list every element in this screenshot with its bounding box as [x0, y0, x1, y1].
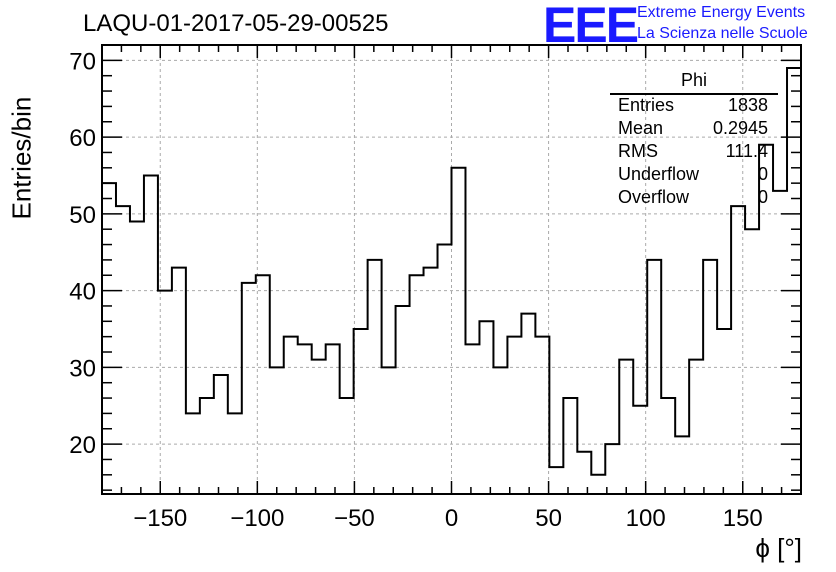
x-tick-label: −50	[334, 505, 375, 532]
y-axis-label: Entries/bin	[6, 96, 37, 220]
y-tick-label: 20	[69, 432, 96, 459]
x-tick-label: −100	[230, 505, 284, 532]
histogram-bin	[340, 398, 354, 494]
histogram-bin	[507, 337, 521, 494]
histogram-bin	[619, 360, 633, 494]
stats-row-rms: RMS 111.4	[610, 141, 778, 164]
histogram-bin	[382, 367, 396, 494]
histogram-bin	[158, 291, 172, 494]
histogram-bin	[647, 260, 661, 494]
x-tick-label: 0	[445, 505, 458, 532]
stats-rms-value: 111.4	[725, 141, 768, 161]
histogram-series	[102, 67, 801, 494]
histogram-bin	[689, 360, 703, 494]
y-tick-label: 60	[69, 125, 96, 152]
x-tick-label: 50	[535, 505, 562, 532]
histogram-bin	[535, 337, 549, 494]
histogram-bin	[424, 268, 438, 494]
stats-rms-label: RMS	[618, 141, 658, 161]
x-tick-label: 100	[626, 505, 666, 532]
histogram-bin	[731, 206, 745, 494]
histogram-bin	[717, 329, 731, 494]
histogram-bin	[452, 168, 466, 494]
histogram-bin	[186, 413, 200, 494]
histogram-bin	[577, 452, 591, 494]
stats-overflow-value: 0	[757, 187, 768, 207]
histogram-bin	[200, 398, 214, 494]
stats-row-overflow: Overflow 0	[610, 187, 778, 210]
x-tick-label: −150	[133, 505, 187, 532]
histogram-bin	[745, 229, 759, 494]
histogram-bin	[270, 367, 284, 494]
stats-mean-value: 0.2945	[712, 118, 768, 138]
y-tick-label: 30	[69, 355, 96, 382]
histogram-bin	[675, 436, 689, 494]
histogram-bin	[605, 444, 619, 494]
histogram-bin	[298, 344, 312, 494]
histogram-bin	[773, 191, 787, 494]
histogram-bin	[214, 375, 228, 494]
stats-entries-value: 1838	[727, 95, 768, 115]
histogram-bin	[661, 398, 675, 494]
histogram-bin	[703, 260, 717, 494]
histogram-bin	[633, 406, 647, 494]
histogram-bin	[493, 367, 507, 494]
histogram-bin	[228, 413, 242, 494]
histogram-bin	[326, 344, 340, 494]
histogram-bin	[438, 245, 452, 494]
y-tick-label: 40	[69, 279, 96, 306]
histogram-bin	[242, 283, 256, 494]
histogram-bin	[368, 260, 382, 494]
histogram-bin	[521, 314, 535, 494]
x-tick-label: 150	[723, 505, 763, 532]
stats-underflow-value: 0	[757, 164, 768, 184]
stats-row-underflow: Underflow 0	[610, 164, 778, 187]
logo-text-line2: La Scienza nelle Scuole	[637, 25, 808, 42]
histogram-bin	[479, 321, 493, 494]
histogram-bin	[549, 467, 563, 494]
x-axis-label: ϕ [°]	[755, 533, 802, 563]
logo-text-line1: Extreme Energy Events	[637, 4, 806, 21]
axis-ticks	[102, 44, 801, 494]
histogram-bin	[410, 275, 424, 494]
histogram-bin	[787, 68, 801, 494]
histogram-bin	[563, 398, 577, 494]
stats-entries-label: Entries	[618, 95, 675, 115]
y-axis-label-wrap: Entries/bin	[4, 96, 40, 222]
stats-underflow-label: Underflow	[618, 164, 700, 184]
grid-lines	[102, 45, 801, 494]
chart-title: LAQU-01-2017-05-29-00525	[83, 10, 389, 37]
y-tick-label: 70	[69, 48, 96, 75]
histogram-bin	[116, 206, 130, 494]
stats-mean-label: Mean	[618, 118, 664, 138]
stats-row-entries: Entries 1838	[610, 95, 778, 118]
y-tick-label: 50	[69, 202, 96, 229]
histogram-bin	[396, 306, 410, 494]
histogram-bin	[144, 175, 158, 494]
histogram-bin	[130, 222, 144, 494]
tick-labels: −150 −100 −50 0 50 100 150 20 30 40 50 60 70	[69, 48, 762, 532]
histogram-bin	[591, 475, 605, 494]
histogram-bin	[284, 337, 298, 494]
histogram-bin	[172, 268, 186, 494]
stats-overflow-label: Overflow	[618, 187, 690, 207]
histogram-bin	[312, 360, 326, 494]
eee-logo: EEE	[543, 0, 639, 53]
histogram-bin	[354, 329, 368, 494]
stats-title: Phi	[610, 70, 778, 95]
stats-row-mean: Mean 0.2945	[610, 118, 778, 141]
histogram-bin	[465, 344, 479, 494]
stats-box: Phi Entries 1838 Mean 0.2945 RMS 111.4 U…	[610, 70, 778, 210]
histogram-outline	[102, 67, 801, 476]
histogram-bin	[256, 275, 270, 494]
